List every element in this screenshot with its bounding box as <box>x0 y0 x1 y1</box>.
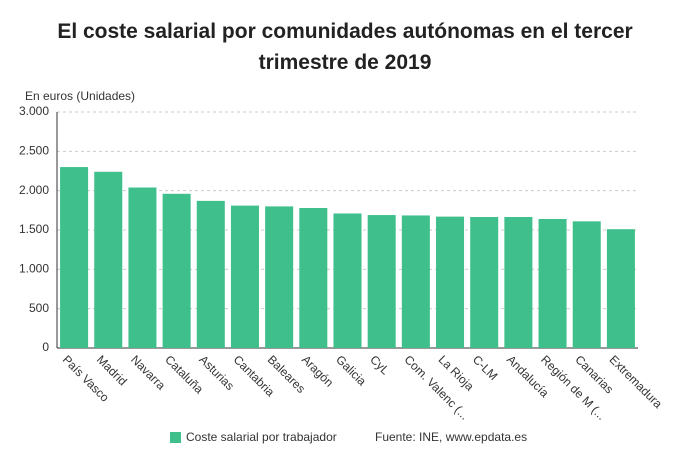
bar <box>230 205 259 348</box>
y-tick-label: 1.500 <box>19 222 49 236</box>
bar <box>606 229 635 348</box>
bar <box>196 200 225 348</box>
source: Fuente: INE, www.epdata.es <box>375 430 527 444</box>
y-tick-label: 0 <box>42 340 49 354</box>
bar <box>128 187 157 348</box>
bar <box>94 171 123 348</box>
x-tick-label: Extremadura <box>607 352 666 411</box>
y-tick-label: 500 <box>29 301 49 315</box>
y-tick-label: 1.000 <box>19 262 49 276</box>
bar <box>538 218 567 348</box>
bar <box>367 215 396 348</box>
chart-title: El coste salarial por comunidades autóno… <box>57 20 633 74</box>
bar <box>333 213 362 348</box>
bar <box>504 217 533 348</box>
y-tick-label: 2.500 <box>19 144 49 158</box>
x-tick-label: Navarra <box>128 352 168 392</box>
bar <box>162 193 191 348</box>
x-tick-label: C-LM <box>470 352 501 383</box>
bar <box>299 207 328 348</box>
bar <box>572 221 601 348</box>
bar <box>470 217 499 348</box>
bar <box>401 215 430 348</box>
bar <box>60 167 89 348</box>
y-tick-label: 3.000 <box>19 104 49 118</box>
x-tick-label: Galicia <box>333 352 369 388</box>
legend-swatch <box>170 432 181 443</box>
y-tick-label: 2.000 <box>19 183 49 197</box>
bar <box>265 206 294 348</box>
legend-label: Coste salarial por trabajador <box>186 430 337 444</box>
bar <box>436 216 465 348</box>
x-tick-label: CyL <box>367 352 392 377</box>
y-axis-label: En euros (Unidades) <box>25 89 135 103</box>
